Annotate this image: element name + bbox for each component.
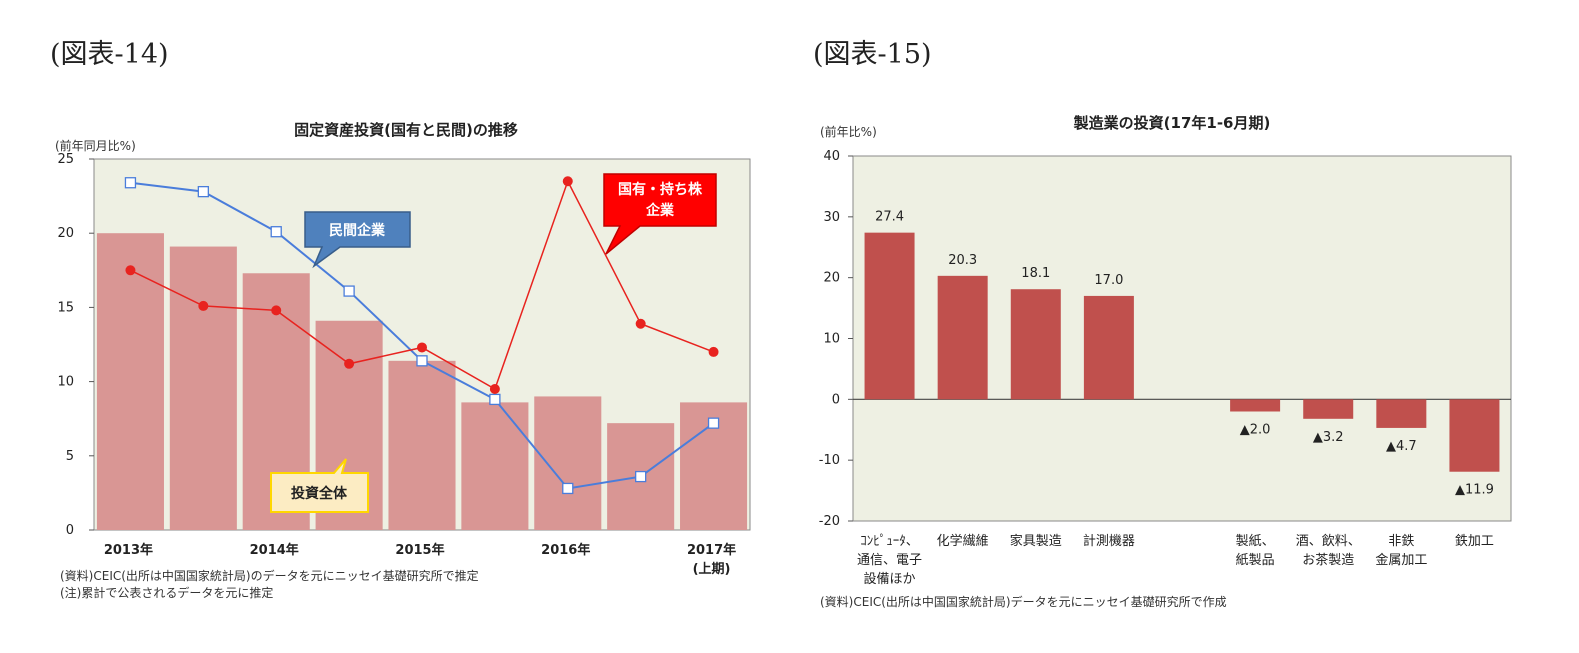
callout-private-label: 民間企業 <box>329 222 386 239</box>
point-private-enterprise <box>197 185 209 198</box>
y-tick-label: 25 <box>57 152 74 167</box>
point-private-enterprise <box>562 482 574 495</box>
bar-manufacturing-investment <box>1083 295 1134 400</box>
y-tick-label: 20 <box>57 226 74 241</box>
x-category-label: 計測機器 <box>1083 533 1135 549</box>
callout-state-owned <box>603 173 717 255</box>
bar-manufacturing-investment <box>1376 399 1427 428</box>
bar-total-investment <box>169 246 237 530</box>
point-state-owned-enterprise <box>344 358 355 369</box>
point-state-owned-enterprise <box>271 305 282 316</box>
point-private-enterprise <box>635 470 647 483</box>
bar-total-investment <box>534 396 602 530</box>
x-category-label: ｺﾝﾋﾟｭｰﾀ、 <box>860 534 919 549</box>
callout-state-label: 国有・持ち株 <box>618 181 703 198</box>
y-tick-label: 20 <box>823 271 840 286</box>
x-category-label: 紙製品 <box>1236 553 1275 568</box>
x-category-label: 設備ほか <box>864 571 916 587</box>
x-category-label: 通信、電子 <box>857 553 922 568</box>
y-tick-label: 40 <box>823 149 840 164</box>
x-tick-label: 2017年 <box>687 542 736 558</box>
x-tick-label: 2015年 <box>395 542 444 558</box>
y-tick-label: 5 <box>66 449 74 464</box>
callout-total-investment <box>270 458 369 513</box>
x-category-label: 金属加工 <box>1375 552 1427 568</box>
y-axis-unit-label: (前年比%) <box>820 124 877 139</box>
callout-state-label: 企業 <box>645 202 675 219</box>
bar-manufacturing-investment <box>1303 399 1354 419</box>
point-state-owned-enterprise <box>708 346 719 357</box>
bar-manufacturing-investment <box>937 275 988 400</box>
x-category-label: 酒、飲料、 <box>1296 533 1361 549</box>
point-private-enterprise <box>707 417 720 429</box>
bar-total-investment <box>96 233 164 530</box>
point-private-enterprise <box>270 226 282 238</box>
point-private-enterprise <box>416 355 428 367</box>
x-tick-label: 2014年 <box>250 542 299 558</box>
point-state-owned-enterprise <box>417 342 427 353</box>
figure-14-label: (図表-14) <box>50 39 169 70</box>
y-tick-label: 0 <box>66 523 74 538</box>
data-label: ▲3.2 <box>1313 430 1344 445</box>
data-label: 17.0 <box>1094 273 1123 288</box>
point-state-owned-enterprise <box>562 176 573 187</box>
y-tick-label: 0 <box>832 392 840 407</box>
bar-total-investment <box>461 402 529 530</box>
x-category-label: お茶製造 <box>1302 552 1354 568</box>
bar-manufacturing-investment <box>1449 399 1500 472</box>
point-state-owned-enterprise <box>198 300 209 311</box>
x-category-label: 家具製造 <box>1010 533 1062 549</box>
chart-title: 製造業の投資(17年1-6月期) <box>1073 114 1271 132</box>
data-label: ▲2.0 <box>1240 423 1271 438</box>
point-private-enterprise <box>489 393 501 406</box>
data-label: 27.4 <box>875 210 904 225</box>
point-state-owned-enterprise <box>125 265 136 276</box>
point-private-enterprise <box>124 177 137 189</box>
y-tick-label: 10 <box>57 375 74 390</box>
bar-total-investment <box>388 360 456 530</box>
x-tick-label: 2016年 <box>541 542 590 558</box>
y-tick-label: 30 <box>823 210 840 225</box>
point-state-owned-enterprise <box>489 384 500 395</box>
bar-manufacturing-investment <box>864 232 915 400</box>
callout-private-enterprise <box>304 211 411 269</box>
y-tick-label: -20 <box>819 514 840 529</box>
data-label: ▲11.9 <box>1455 483 1494 498</box>
bar-manufacturing-investment <box>1230 399 1281 412</box>
point-private-enterprise <box>343 285 355 297</box>
chart-title: 固定資産投資(国有と民間)の推移 <box>294 121 518 139</box>
y-tick-label: -10 <box>819 453 840 468</box>
source-note: (注)累計で公表されるデータを元に推定 <box>60 585 273 600</box>
y-axis-unit-label: (前年同月比%) <box>55 138 136 153</box>
bar-manufacturing-investment <box>1010 289 1061 400</box>
x-category-label: 非鉄 <box>1388 534 1414 549</box>
x-category-label: 化学繊維 <box>937 533 989 549</box>
x-tick-label: (上期) <box>693 562 731 577</box>
data-label: 20.3 <box>948 253 977 268</box>
callout-total-label: 投資全体 <box>291 485 348 502</box>
y-tick-label: 15 <box>57 300 74 315</box>
x-category-label: 製紙、 <box>1236 534 1275 549</box>
figure-15-label: (図表-15) <box>813 39 932 70</box>
x-category-label: 鉄加工 <box>1455 534 1494 549</box>
x-tick-label: 2013年 <box>104 542 153 558</box>
data-label: 18.1 <box>1021 266 1050 281</box>
source-note: (資料)CEIC(出所は中国国家統計局)データを元にニッセイ基礎研究所で作成 <box>820 594 1227 609</box>
source-note: (資料)CEIC(出所は中国国家統計局)のデータを元にニッセイ基礎研究所で推定 <box>60 568 479 583</box>
data-label: ▲4.7 <box>1386 439 1417 454</box>
y-tick-label: 10 <box>823 332 840 347</box>
point-state-owned-enterprise <box>635 318 646 329</box>
